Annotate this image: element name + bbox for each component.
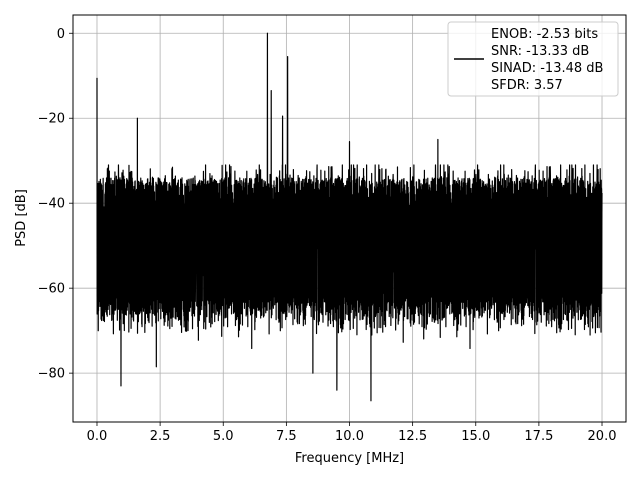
x-tick-label: 17.5 (524, 429, 553, 444)
x-tick-label: 12.5 (398, 429, 427, 444)
y-axis-label: PSD [dB] (14, 189, 29, 247)
x-axis-ticks: 0.0 2.5 5.0 7.5 10.0 12.5 15.0 17.5 20.0 (87, 422, 617, 444)
y-tick-label: −40 (38, 197, 65, 212)
x-tick-label: 0.0 (87, 429, 108, 444)
legend-box (447, 21, 619, 97)
legend-entry-enob: ENOB: -2.53 bits (491, 27, 598, 42)
plot-area (96, 32, 603, 402)
x-tick-label: 20.0 (588, 429, 617, 444)
y-tick-label: −80 (38, 367, 65, 382)
legend-entry-sfdr: SFDR: 3.57 (491, 78, 563, 93)
x-tick-label: 5.0 (213, 429, 234, 444)
x-tick-label: 10.0 (335, 429, 364, 444)
y-tick-label: −20 (38, 112, 65, 127)
x-axis-label: Frequency [MHz] (295, 451, 404, 466)
legend: ENOB: -2.53 bits SNR: -13.33 dB SINAD: -… (447, 21, 619, 97)
y-axis-ticks: 0 −20 −40 −60 −80 (38, 27, 73, 382)
x-tick-label: 15.0 (461, 429, 490, 444)
y-tick-label: 0 (57, 27, 65, 42)
x-tick-label: 7.5 (276, 429, 297, 444)
x-tick-label: 2.5 (150, 429, 171, 444)
y-tick-label: −60 (38, 282, 65, 297)
legend-entry-sinad: SINAD: -13.48 dB (491, 61, 603, 76)
legend-entry-snr: SNR: -13.33 dB (491, 44, 589, 59)
